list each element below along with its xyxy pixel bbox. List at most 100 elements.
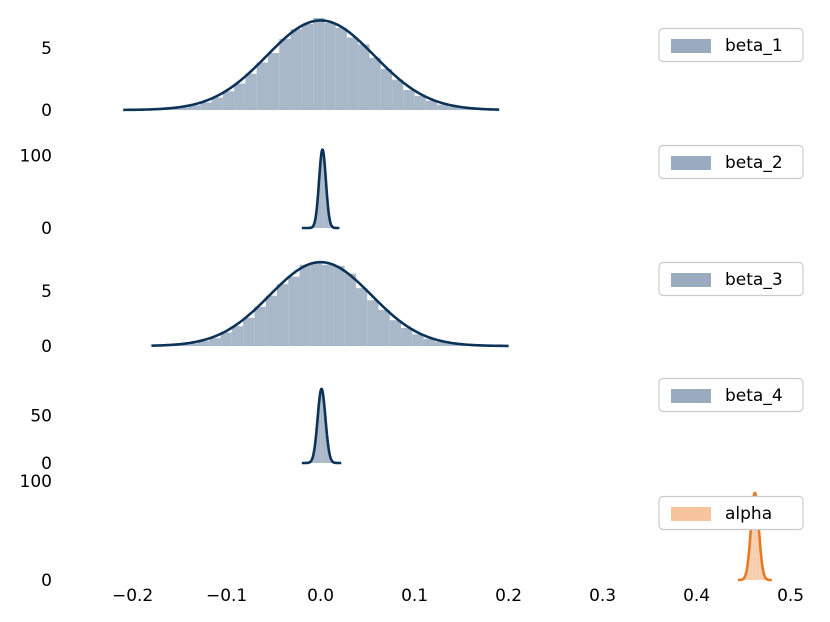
histogram-bar bbox=[367, 300, 379, 346]
histogram-bar bbox=[757, 528, 760, 580]
histogram-bar bbox=[189, 105, 201, 110]
histogram-bar bbox=[254, 306, 266, 346]
legend-alpha: alpha bbox=[658, 495, 804, 531]
histogram-bar bbox=[301, 23, 314, 111]
legend-beta_2: beta_2 bbox=[658, 144, 804, 180]
histogram-bar bbox=[177, 107, 189, 110]
histogram-bar bbox=[324, 23, 336, 111]
legend-beta_4: beta_4 bbox=[658, 377, 804, 413]
histogram-bar bbox=[326, 440, 329, 463]
y-tick-label: 0 bbox=[41, 454, 52, 474]
histogram-bar bbox=[333, 265, 345, 346]
histogram-bar bbox=[322, 264, 334, 346]
kde-line-beta_3 bbox=[151, 260, 509, 348]
kde-line-beta_4 bbox=[300, 387, 343, 465]
histogram-bar bbox=[414, 95, 426, 110]
legend-label: beta_1 bbox=[725, 36, 783, 56]
histogram-bar bbox=[256, 62, 268, 110]
histogram-bar bbox=[358, 44, 370, 110]
histogram-bar bbox=[222, 91, 235, 110]
histogram-bar bbox=[750, 525, 753, 580]
histogram-bar bbox=[759, 553, 762, 580]
y-tick-label: 5 bbox=[41, 39, 52, 59]
legend-swatch bbox=[671, 507, 711, 521]
legend-box bbox=[658, 495, 804, 531]
histogram-bar bbox=[434, 341, 447, 346]
histogram-bar bbox=[425, 100, 438, 110]
histogram-bar bbox=[209, 338, 221, 346]
legend-box bbox=[658, 261, 804, 297]
histogram-bar bbox=[288, 276, 300, 346]
legend-swatch bbox=[671, 39, 711, 53]
histogram-bar bbox=[326, 208, 329, 228]
histogram-bar bbox=[317, 414, 319, 463]
legend-label: beta_4 bbox=[725, 386, 783, 406]
panel-beta_2: 0 100 beta_2 bbox=[20, 144, 804, 239]
histogram-bar bbox=[380, 68, 393, 110]
y-tick-label: 0 bbox=[41, 337, 52, 357]
histogram-bar bbox=[243, 317, 255, 346]
legend-swatch bbox=[671, 156, 711, 170]
legend-beta_3: beta_3 bbox=[658, 261, 804, 297]
histogram-bar bbox=[389, 320, 402, 346]
histogram-bar bbox=[320, 390, 323, 463]
histogram-bar bbox=[746, 566, 749, 580]
panel-beta_4: 0 50 beta_4 bbox=[30, 377, 804, 474]
histogram-bar bbox=[459, 108, 471, 110]
histogram-bar bbox=[198, 341, 210, 346]
histogram-bar bbox=[322, 398, 325, 463]
y-tick-label: 100 bbox=[20, 146, 52, 166]
histogram-bar bbox=[412, 334, 424, 346]
histogram-bar bbox=[299, 264, 311, 346]
histogram-bar bbox=[369, 57, 381, 110]
legend-label: beta_2 bbox=[725, 153, 783, 173]
histogram-bar bbox=[355, 288, 368, 346]
x-tick-label: 0.5 bbox=[777, 586, 804, 606]
histogram-bar bbox=[200, 102, 212, 110]
legend-label: beta_3 bbox=[725, 270, 783, 290]
histogram-bar bbox=[378, 309, 390, 346]
x-tick-label: 0.2 bbox=[495, 586, 522, 606]
x-axis: −0.2 −0.1 0.0 0.1 0.2 0.3 0.4 0.5 bbox=[112, 586, 804, 606]
histogram-bar bbox=[186, 343, 199, 346]
histogram-bar bbox=[754, 495, 757, 580]
y-tick-label: 5 bbox=[41, 282, 52, 302]
histogram-bar bbox=[315, 437, 318, 463]
histogram-bar bbox=[344, 273, 356, 346]
histogram-bar bbox=[752, 503, 755, 580]
histogram-bar bbox=[423, 338, 435, 346]
histogram-bar bbox=[448, 106, 460, 110]
histogram-bar bbox=[276, 284, 289, 346]
histogram-bar bbox=[323, 156, 326, 228]
histogram-bar bbox=[392, 79, 404, 110]
legend-swatch bbox=[671, 389, 711, 403]
histogram-bar bbox=[318, 396, 321, 463]
x-tick-label: 0.3 bbox=[589, 586, 616, 606]
y-tick-label: 0 bbox=[41, 571, 52, 591]
y-tick-label: 0 bbox=[41, 101, 52, 121]
histogram-bar bbox=[325, 185, 327, 228]
legend-beta_1: beta_1 bbox=[658, 27, 804, 63]
histogram-bar bbox=[245, 73, 257, 110]
histogram-bar bbox=[761, 569, 764, 580]
histogram-bar bbox=[234, 83, 246, 110]
histogram-bar bbox=[335, 27, 347, 111]
legend-swatch bbox=[671, 273, 711, 287]
histogram-bar bbox=[328, 453, 331, 463]
histogram-bar bbox=[279, 38, 291, 110]
legend-box bbox=[658, 27, 804, 63]
x-tick-label: 0.1 bbox=[401, 586, 428, 606]
y-tick-label: 100 bbox=[20, 472, 52, 492]
histogram-bar bbox=[265, 295, 277, 346]
histogram-bar bbox=[220, 332, 232, 346]
histogram-bar bbox=[748, 549, 751, 580]
histogram-bar bbox=[401, 327, 413, 346]
x-tick-label: 0.0 bbox=[307, 586, 334, 606]
panel-beta_3: 0 5 beta_3 bbox=[41, 260, 804, 357]
panel-alpha: 0 100 alpha bbox=[20, 472, 804, 591]
histogram-bar bbox=[315, 211, 318, 228]
histogram-bar bbox=[310, 263, 323, 346]
histogram-bar bbox=[321, 148, 324, 228]
